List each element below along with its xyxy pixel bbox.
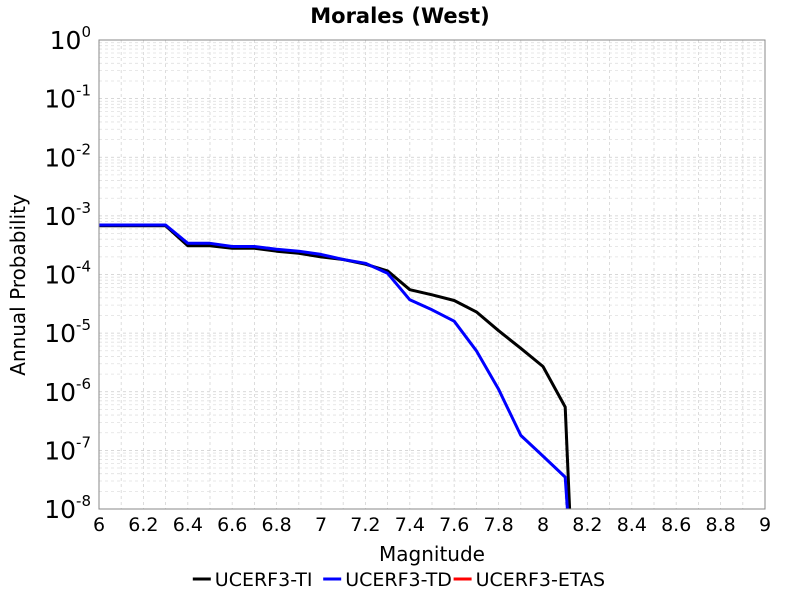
y-tick-label: 10-2 <box>44 140 91 172</box>
legend: UCERF3-TI UCERF3-TD UCERF3-ETAS <box>192 569 605 591</box>
y-axis-label: Annual Probability <box>6 194 30 376</box>
x-tick-label: 6.2 <box>128 514 158 536</box>
x-tick-label: 7.6 <box>439 514 469 536</box>
x-tick-label: 9 <box>759 514 771 536</box>
x-tick-label: 6.4 <box>173 514 203 536</box>
x-tick-label: 8.4 <box>617 514 647 536</box>
x-tick-label: 6.8 <box>261 514 291 536</box>
x-axis-label: Magnitude <box>379 542 485 566</box>
series-lines <box>99 223 572 510</box>
x-tick-label: 8.6 <box>661 514 691 536</box>
x-tick-label: 7.2 <box>350 514 380 536</box>
y-tick-label: 10-4 <box>44 258 91 290</box>
x-tick-label: 8.8 <box>705 514 735 536</box>
x-tick-label: 7.4 <box>395 514 425 536</box>
legend-label-ucerf3-etas: UCERF3-ETAS <box>476 569 605 591</box>
x-tick-label: 8 <box>537 514 549 536</box>
y-tick-label: 10-3 <box>44 199 91 231</box>
plot-border <box>98 39 766 510</box>
y-tick-label: 100 <box>50 23 91 55</box>
y-tick-label: 10-5 <box>44 316 91 348</box>
legend-label-ucerf3-ti: UCERF3-TI <box>215 569 313 591</box>
x-tick-labels: 6 6.2 6.4 6.6 6.8 7 7.2 7.4 7.6 7.8 8 8.2 8.4 8.6 8.8 9 <box>93 514 771 536</box>
x-tick-label: 7.8 <box>483 514 513 536</box>
x-tick-label: 7 <box>315 514 327 536</box>
y-tick-label: 10-6 <box>44 375 91 407</box>
series-line-ucerf3-td <box>99 223 569 510</box>
y-tick-labels: 100 10-1 10-2 10-3 10-4 10-5 10-6 10-7 10-8 <box>44 23 91 524</box>
x-tick-label: 8.2 <box>572 514 602 536</box>
x-tick-label: 6.6 <box>217 514 247 536</box>
x-tick-label: 6 <box>93 514 105 536</box>
chart-title: Morales (West) <box>310 4 490 28</box>
y-tick-label: 10-1 <box>44 82 91 114</box>
y-tick-label: 10-8 <box>44 492 91 524</box>
y-tick-label: 10-7 <box>44 433 91 465</box>
legend-label-ucerf3-td: UCERF3-TD <box>345 569 452 591</box>
